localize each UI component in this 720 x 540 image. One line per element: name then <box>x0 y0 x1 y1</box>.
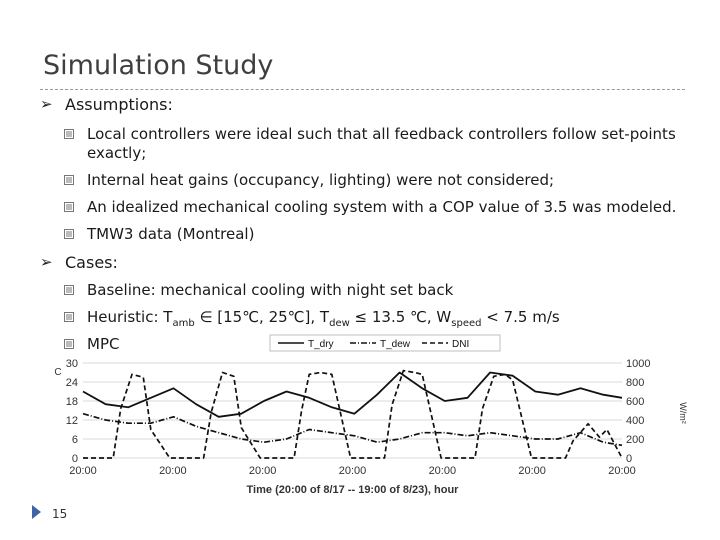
square-bullet-icon <box>64 285 74 295</box>
arrow-bullet-icon: ➢ <box>40 95 53 113</box>
square-bullet-icon <box>64 312 74 322</box>
square-bullet-icon <box>64 129 74 139</box>
square-bullet-icon <box>64 175 74 185</box>
cases-heading: Cases: <box>65 253 118 272</box>
x-tick-label: 20:00 <box>249 465 277 477</box>
slide-number: 15 <box>52 507 68 521</box>
slide-pointer-icon <box>32 505 41 519</box>
title-divider <box>40 89 685 90</box>
y-left-tick-label: 6 <box>72 434 78 446</box>
y-left-tick-label: 12 <box>66 415 78 427</box>
x-tick-label: 20:00 <box>518 465 546 477</box>
x-tick-label: 20:00 <box>159 465 187 477</box>
y-right-tick-label: 400 <box>626 415 644 427</box>
y-right-tick-label: 1000 <box>626 358 650 370</box>
legend-entry: T_dry <box>308 339 334 350</box>
series-line-dni <box>83 369 623 459</box>
x-tick-label: 20:00 <box>339 465 367 477</box>
y-left-tick-label: 0 <box>72 453 78 465</box>
legend-entry: DNI <box>452 339 469 350</box>
chart-series <box>82 369 623 459</box>
y-right-tick-label: 800 <box>626 377 644 389</box>
y-left-tick-label: 18 <box>66 396 78 408</box>
chart-legend: T_dry T_dew DNI <box>269 334 501 352</box>
series-line-t-dry <box>82 371 623 418</box>
x-tick-label: 20:00 <box>429 465 457 477</box>
chart-gridlines <box>83 362 622 459</box>
square-bullet-icon <box>64 339 74 349</box>
legend-frame <box>269 334 501 352</box>
y-left-tick-label: 24 <box>66 377 78 389</box>
series-line-t-dew <box>82 412 623 447</box>
x-tick-label: 20:00 <box>69 465 97 477</box>
y-right-tick-label: 200 <box>626 434 644 446</box>
square-bullet-icon <box>64 229 74 239</box>
y-left-axis-label: C <box>54 367 61 378</box>
assumptions-heading: Assumptions: <box>65 95 173 114</box>
y-right-tick-label: 0 <box>626 453 632 465</box>
y-right-axis-label: W/m² <box>678 402 688 424</box>
x-tick-label: 20:00 <box>608 465 636 477</box>
y-left-tick-label: 30 <box>66 358 78 370</box>
y-right-tick-label: 600 <box>626 396 644 408</box>
temperature-dni-chart: T_dry T_dew DNI 0 6 12 18 24 30 0 200 400 600 800 100… <box>54 334 688 496</box>
legend-entry: T_dew <box>380 339 411 350</box>
chart-axes: 0 6 12 18 24 30 0 200 400 600 800 1000 20:00 20:00 20:… <box>54 358 688 496</box>
arrow-bullet-icon: ➢ <box>40 253 53 271</box>
square-bullet-icon <box>64 202 74 212</box>
slide-title: Simulation Study <box>43 50 274 81</box>
x-axis-label: Time (20:00 of 8/17 -- 19:00 of 8/23), h… <box>247 484 460 496</box>
